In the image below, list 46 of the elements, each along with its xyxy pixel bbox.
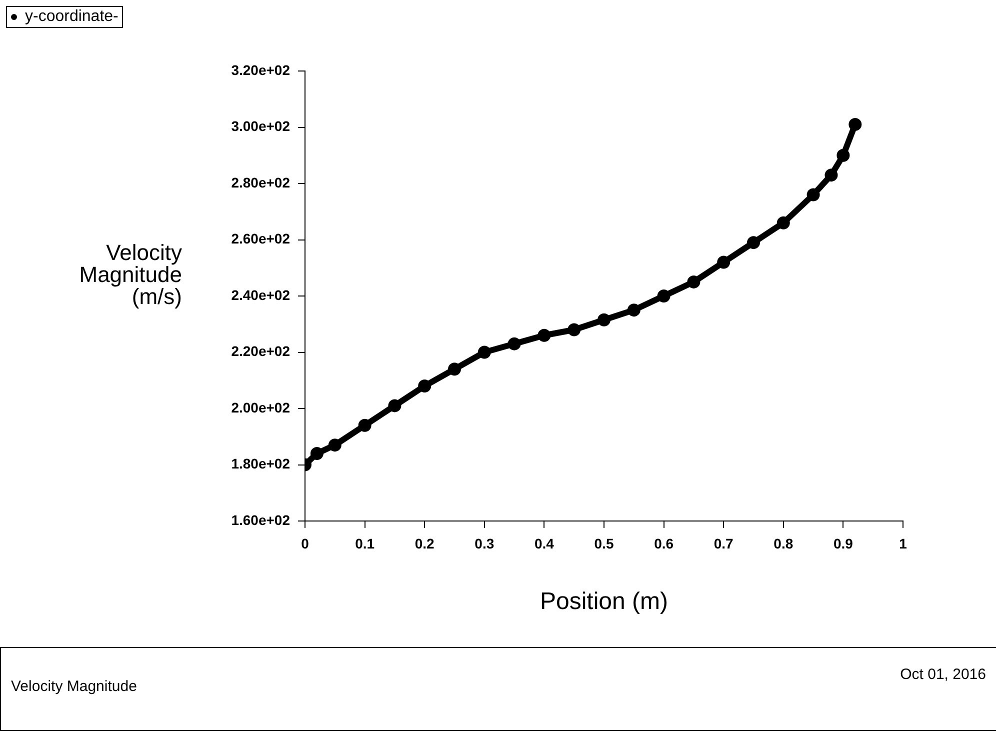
y-axis-title: Velocity Magnitude (m/s) [79, 240, 182, 310]
legend-label: y-coordinate- [25, 8, 118, 26]
x-axis-title: Position (m) [540, 588, 668, 616]
point [598, 313, 610, 326]
point [627, 304, 640, 317]
point [310, 447, 324, 460]
x-tick-label: 1 [899, 535, 908, 552]
x-tick-label: 0.2 [414, 535, 435, 552]
point [836, 148, 850, 162]
x-tick-label: 0.9 [833, 535, 854, 552]
y-tick-label: 1.80e+02 [231, 456, 290, 472]
point [687, 275, 700, 288]
point [747, 236, 760, 250]
text: Velocity Magnitude [11, 678, 137, 695]
y-tick-label: 2.00e+02 [231, 399, 290, 416]
point [848, 118, 862, 131]
x-tick-label: 0.1 [355, 535, 375, 552]
point [448, 362, 461, 376]
x-tick-label: 0.3 [474, 535, 494, 552]
x-tick-label: 0 [301, 535, 310, 552]
point [568, 323, 581, 336]
point [717, 256, 730, 269]
point [806, 188, 820, 202]
point [418, 380, 432, 392]
y-tick-label: 3.00e+02 [231, 118, 290, 134]
point [824, 168, 838, 182]
text: Oct 01, 2016 [900, 666, 986, 683]
point [538, 328, 551, 342]
y-tick-label: 2.20e+02 [231, 343, 290, 360]
x-tick-label: 0.8 [774, 535, 794, 552]
point [508, 337, 521, 350]
x-tick-label: 0.4 [534, 535, 554, 552]
y-tick-label: 2.60e+02 [231, 230, 290, 247]
y-tick-label: 2.40e+02 [231, 286, 290, 303]
y-tick-label: 1.60e+02 [231, 512, 290, 528]
point [388, 399, 402, 412]
point [657, 290, 670, 302]
y-tick-label: 3.20e+02 [231, 62, 290, 78]
x-tick-label: 0.7 [714, 535, 734, 552]
point [776, 216, 790, 230]
x-tick-label: 0.6 [654, 535, 674, 552]
y-tick-label: 2.80e+02 [231, 174, 290, 190]
x-tick-label: 0.5 [594, 535, 614, 552]
point [358, 418, 372, 432]
point [328, 438, 342, 452]
point [478, 346, 491, 359]
